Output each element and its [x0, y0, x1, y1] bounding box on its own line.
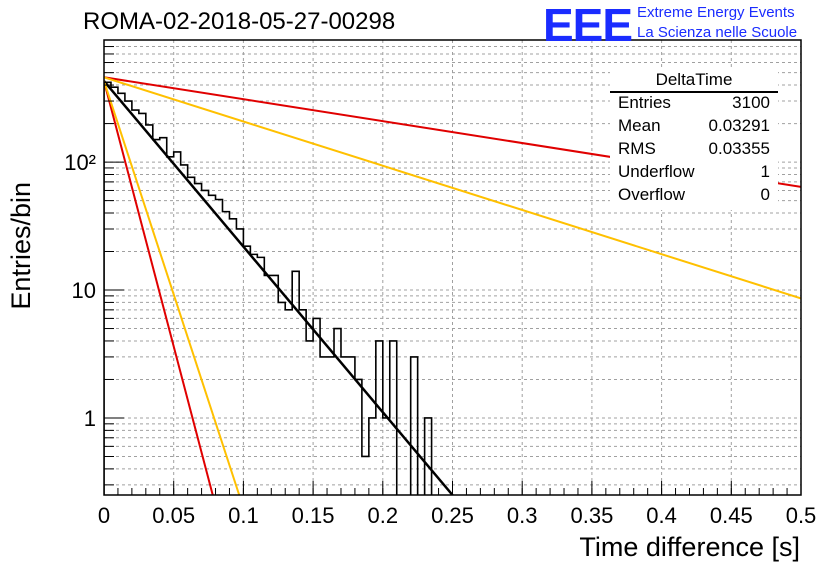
x-tick-label: 0.5: [786, 503, 817, 528]
stats-box: DeltaTime Entries 3100 Mean 0.03291 RMS …: [610, 70, 778, 210]
stats-value: 3100: [732, 93, 770, 112]
x-tick-label: 0.45: [710, 503, 753, 528]
stats-value: 0.03355: [708, 139, 770, 158]
tick-labels: 0 0.05 0.1 0.15 0.2 0.25 0.3 0.35 0.4 0.45 0.51101…: [64, 150, 816, 528]
eee-logo: EEE: [543, 0, 633, 51]
y-tick-label: 10²: [64, 150, 96, 175]
x-tick-label: 0.3: [507, 503, 538, 528]
x-axis-title: Time difference [s]: [579, 532, 800, 562]
fit-line-orange-flat: [104, 76, 801, 300]
org-name-line1: Extreme Energy Events: [637, 4, 795, 21]
x-tick-label: 0: [98, 503, 110, 528]
x-tick-label: 0.2: [368, 503, 399, 528]
run-title: ROMA-02-2018-05-27-00298: [83, 8, 396, 35]
x-tick-label: 0.25: [431, 503, 474, 528]
stats-key: Mean: [618, 116, 661, 135]
y-axis-title: Entries/bin: [6, 182, 36, 310]
x-tick-label: 0.15: [292, 503, 335, 528]
stats-divider: [610, 91, 778, 93]
plot-frame: [103, 39, 802, 496]
stats-key: Underflow: [618, 162, 695, 181]
fit-line-orange-steep: [104, 80, 241, 495]
stats-title: DeltaTime: [655, 70, 733, 89]
stats-value: 1: [760, 162, 770, 181]
grid-lines: [104, 39, 801, 495]
x-tick-label: 0.1: [228, 503, 259, 528]
stats-value: 0: [760, 185, 770, 204]
stats-value: 0.03291: [708, 116, 770, 135]
x-tick-label: 0.35: [570, 503, 613, 528]
org-name-line2: La Scienza nelle Scuole: [637, 24, 798, 41]
y-tick-label: 10: [72, 278, 96, 303]
stats-key: Entries: [618, 93, 671, 112]
y-tick-label: 1: [84, 406, 96, 431]
axis-ticks: [103, 39, 802, 495]
stats-key: RMS: [618, 139, 656, 158]
x-tick-label: 0.05: [152, 503, 195, 528]
histogram-series: [104, 81, 433, 495]
histogram-steps: [104, 81, 433, 495]
x-tick-label: 0.4: [646, 503, 677, 528]
stats-key: Overflow: [618, 185, 686, 204]
fit-line-red-steep: [104, 80, 214, 495]
